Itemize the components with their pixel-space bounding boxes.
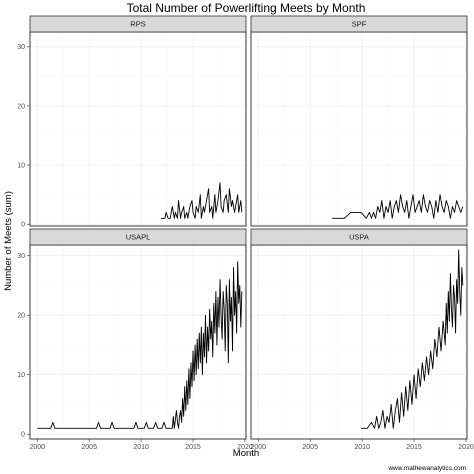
facet-strip (29, 15, 247, 33)
x-tick-label: 2010 (354, 444, 370, 451)
y-tick-label: 0 (21, 432, 25, 439)
x-tick-label: 2005 (81, 444, 97, 451)
panel-background (29, 31, 247, 227)
y-tick-label: 30 (17, 253, 25, 260)
y-tick-label: 30 (17, 44, 25, 51)
x-tick-label: 2005 (302, 444, 318, 451)
series-line-uspa (361, 249, 464, 429)
facet-panel-uspa: USPA 2000 2005 2010 2015 2020 (250, 228, 474, 451)
facet-strip-label: RPS (130, 20, 145, 29)
x-tick-label: 2000 (29, 444, 45, 451)
facet-strip (250, 15, 468, 33)
y-tick-label: 20 (17, 103, 25, 110)
y-tick-label: 0 (21, 222, 25, 229)
x-tick-label: 2000 (250, 444, 266, 451)
x-axis-title: Month (233, 448, 259, 459)
y-tick-label: 10 (17, 162, 25, 169)
series-line-usapl (37, 261, 243, 429)
series-line-rps (160, 182, 243, 219)
facet-strip-label: SPF (352, 20, 367, 29)
y-tick-label: 10 (17, 372, 25, 379)
x-tick-label: 2010 (133, 444, 149, 451)
panel-background (29, 244, 247, 440)
y-axis-title: Number of Meets (sum) (3, 191, 14, 291)
watermark-text: www.mathewanalytics.com (387, 465, 466, 472)
series-line-spf (332, 194, 464, 219)
x-tick-label: 2015 (185, 444, 201, 451)
chart-title: Total Number of Powerlifting Meets by Mo… (127, 1, 366, 15)
facet-panel-spf: SPF (250, 15, 468, 227)
y-tick-label: 20 (17, 313, 25, 320)
panel-background (250, 244, 468, 440)
facet-panels: RPS 0 10 20 30 SPF USAPL 0 10 20 30 2000 2005 2010 201… (17, 15, 474, 451)
x-tick-label: 2020 (237, 444, 253, 451)
facet-panel-usapl: USAPL 0 10 20 30 2000 2005 2010 2015 2020 (17, 228, 253, 451)
panel-background (250, 31, 468, 227)
facet-strip (250, 228, 468, 246)
x-tick-label: 2020 (458, 444, 474, 451)
facet-strip (29, 228, 247, 246)
x-tick-label: 2015 (406, 444, 422, 451)
facet-panel-rps: RPS 0 10 20 30 (17, 15, 247, 229)
facet-strip-label: USPA (349, 233, 369, 242)
facet-strip-label: USAPL (126, 233, 151, 242)
